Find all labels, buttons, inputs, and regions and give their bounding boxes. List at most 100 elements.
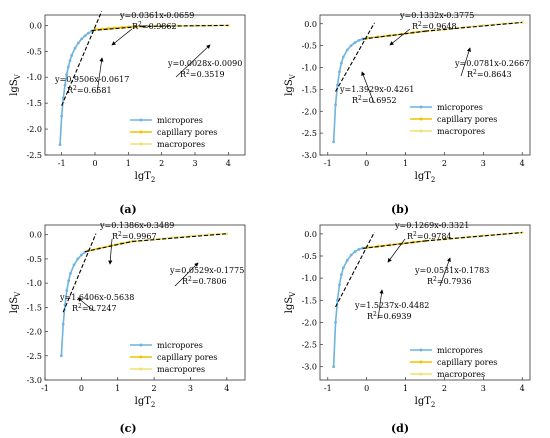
fit-r-squared: R2=0.9862 [132, 21, 177, 31]
x-tick-label: -1 [41, 384, 49, 393]
x-tick-label: 0 [364, 384, 369, 393]
y-tick-label: -1.0 [302, 274, 317, 283]
legend-label: macropores [157, 140, 205, 149]
y-axis-label: lgSV [284, 73, 297, 95]
fit-r-squared: R2=0.7936 [427, 276, 472, 286]
series-point-micropores [65, 73, 69, 77]
series-point-macropores [193, 24, 197, 28]
panel-label: (c) [119, 422, 136, 435]
y-tick-label: -2.5 [302, 129, 317, 138]
legend-marker [139, 142, 143, 146]
series-point-micropores [357, 38, 361, 42]
legend-marker [419, 372, 423, 376]
series-point-micropores [58, 143, 62, 147]
series-point-micropores [353, 250, 357, 253]
legend-label: micropores [157, 341, 203, 350]
legend-label: macropores [437, 370, 485, 379]
series-point-micropores [349, 44, 353, 48]
fit-line-macropores [141, 24, 229, 27]
fit-line-macropores [132, 233, 227, 243]
legend-marker [139, 355, 143, 359]
fit-line-micropores [61, 11, 103, 106]
legend-label: micropores [437, 103, 483, 112]
x-tick-label: 0 [92, 159, 97, 168]
fit-r-squared: R2=0.6581 [67, 85, 112, 95]
y-tick-label: -3.0 [302, 151, 317, 160]
series-point-micropores [334, 321, 337, 324]
x-tick-label: 3 [192, 159, 197, 168]
series-point-micropores [334, 103, 337, 107]
x-tick-label: 4 [226, 159, 231, 168]
y-tick-label: -1.5 [302, 296, 317, 305]
annotation-arrow [96, 57, 104, 94]
legend-label: micropores [157, 116, 203, 125]
legend-label: capillary pores [437, 115, 497, 124]
x-axis-label: lgT2 [415, 396, 436, 409]
fit-r-squared: R2=0.6939 [367, 311, 412, 321]
plot-frame [44, 224, 246, 381]
y-tick-label: 0.0 [304, 20, 317, 29]
x-tick-label: 0 [364, 159, 369, 168]
legend-label: micropores [437, 346, 483, 355]
fit-r-squared: R2=0.3519 [180, 69, 225, 79]
fit-equation: y=0.0529x-0.1775 [169, 266, 244, 275]
fit-r-squared: R2=0.9784 [407, 231, 452, 241]
legend-marker [419, 348, 423, 352]
series-point-micropores [332, 365, 336, 369]
y-tick-label: -0.5 [27, 47, 42, 56]
legend-marker [139, 130, 143, 134]
series-point-micropores [67, 279, 71, 283]
y-tick-label: -1.0 [27, 73, 42, 82]
fit-line-macropores [424, 231, 523, 242]
y-tick-label: -1.0 [27, 279, 42, 288]
fit-equation: y=0.1332x-0.3775 [399, 11, 474, 20]
fit-line-micropores [335, 22, 375, 92]
legend-label: capillary pores [157, 128, 217, 137]
y-tick-label: -2.0 [27, 328, 42, 337]
x-tick-label: 1 [403, 159, 408, 168]
y-tick-label: -2.0 [302, 318, 317, 327]
x-tick-label: -1 [324, 384, 332, 393]
annotation-arrow [389, 28, 411, 46]
series-point-micropores [59, 354, 63, 358]
y-axis-label: lgSV [284, 291, 297, 313]
series-point-capillary-pores [106, 27, 110, 30]
series-point-micropores [336, 83, 339, 87]
legend-label: capillary pores [437, 358, 497, 367]
fit-line-micropores [335, 231, 375, 308]
annotation-arrow [175, 44, 211, 78]
fit-r-squared: R2=0.9967 [112, 231, 157, 241]
legend-marker [419, 129, 423, 133]
x-tick-label: 3 [188, 384, 193, 393]
plot-frame [319, 224, 531, 381]
series-point-micropores [70, 54, 74, 57]
x-tick-label: 0 [79, 384, 84, 393]
x-tick-label: -1 [324, 159, 332, 168]
y-tick-label: -0.5 [302, 252, 317, 261]
legend-marker [419, 105, 423, 109]
legend-label: macropores [157, 365, 205, 374]
y-tick-label: -2.5 [27, 352, 42, 361]
x-axis-label: lgT2 [415, 171, 436, 184]
fit-line-capillary [362, 240, 426, 250]
series-point-micropores [339, 61, 343, 65]
fit-r-squared: R2=0.7806 [182, 276, 227, 286]
x-tick-label: 2 [442, 384, 447, 393]
series-point-micropores [345, 48, 349, 52]
y-tick-label: -3.0 [27, 376, 42, 385]
legend-marker [419, 360, 423, 364]
plot-frame [319, 14, 531, 156]
legend-marker [139, 367, 143, 371]
fit-equation: y=1.3929x-0.4261 [339, 85, 414, 94]
y-tick-label: -0.5 [27, 255, 42, 264]
series-point-micropores [83, 34, 87, 38]
y-tick-label: -2.0 [302, 107, 317, 116]
x-axis-label: lgT2 [135, 396, 156, 409]
y-tick-label: -3.0 [302, 363, 317, 372]
fit-equation: y=0.0028x-0.0090 [167, 59, 242, 68]
annotation-arrow [174, 262, 199, 287]
legend-label: capillary pores [157, 353, 217, 362]
x-tick-label: 1 [115, 384, 120, 393]
series-point-micropores [332, 140, 336, 144]
